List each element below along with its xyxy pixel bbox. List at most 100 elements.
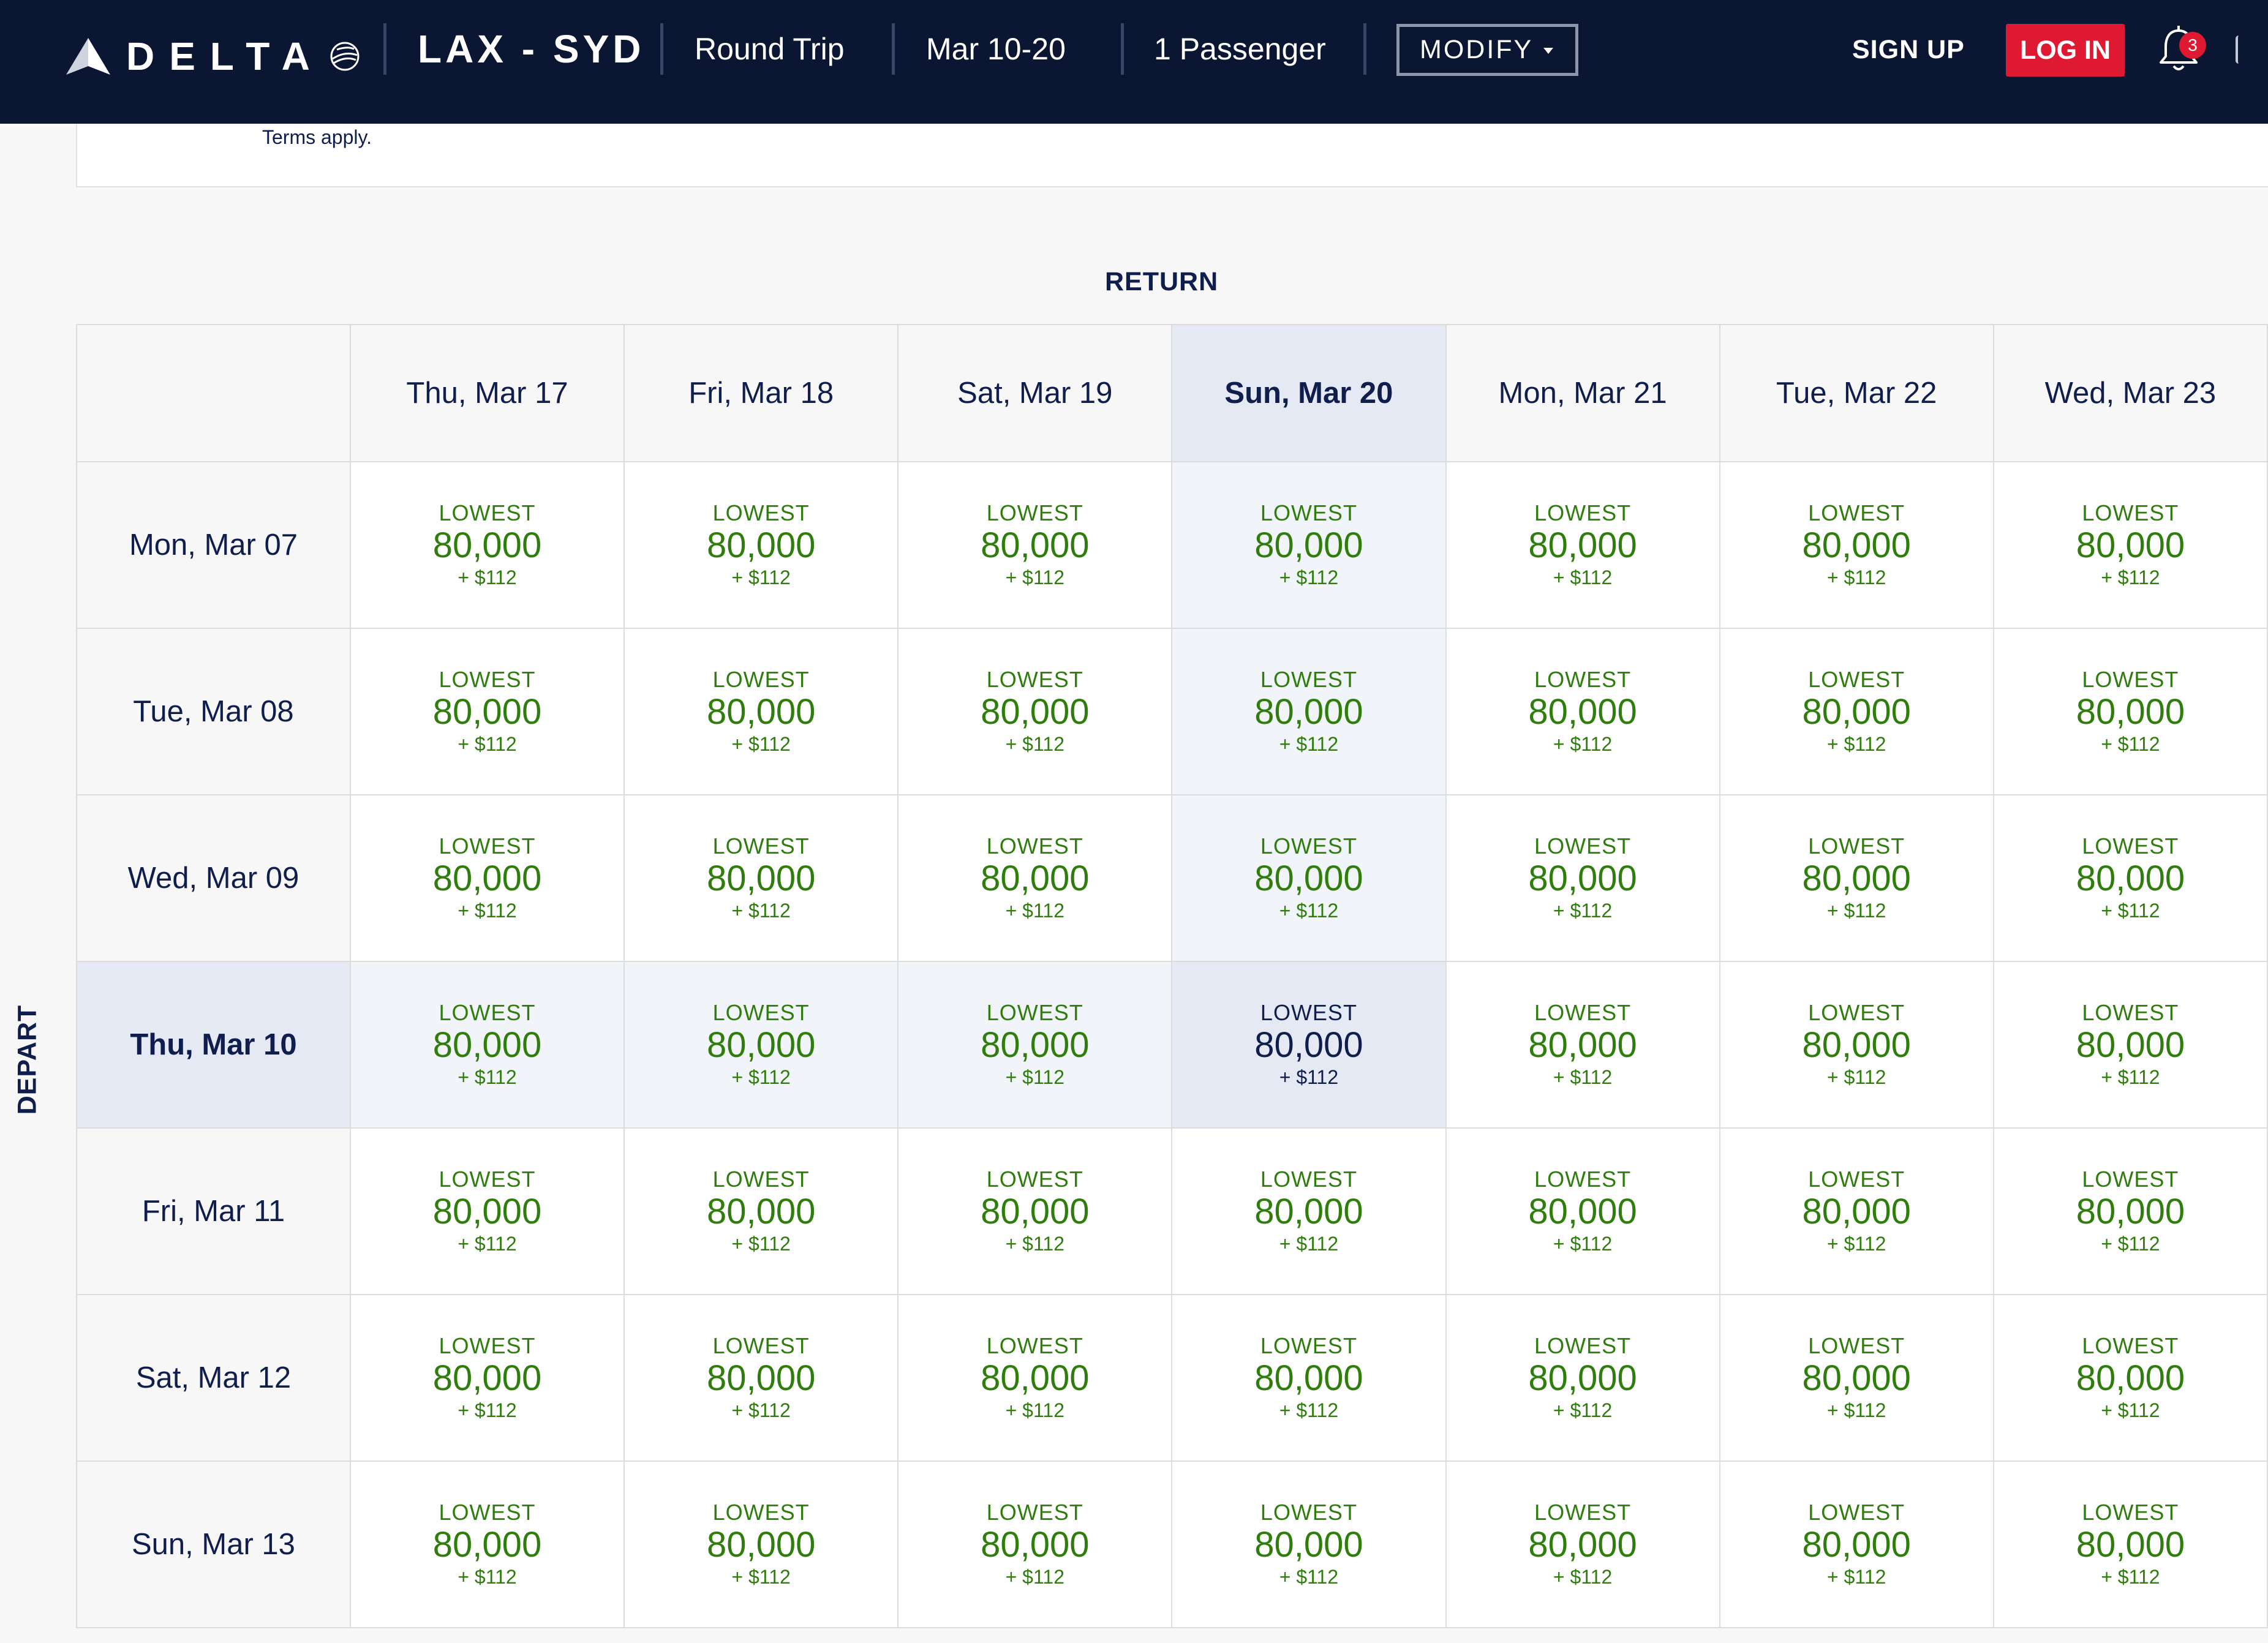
fare-cell[interactable]: LOWEST 80,000 + $112 bbox=[1171, 1461, 1447, 1628]
fare-cell[interactable]: LOWEST 80,000 + $112 bbox=[349, 1461, 625, 1628]
fare-cell[interactable]: LOWEST 80,000 + $112 bbox=[1445, 1461, 1720, 1628]
return-date-header[interactable]: Tue, Mar 22 bbox=[1719, 324, 1994, 462]
fare-cell[interactable]: LOWEST 80,000 + $112 bbox=[1445, 1127, 1720, 1295]
fare-cell[interactable]: LOWEST 80,000 + $112 bbox=[1171, 1127, 1447, 1295]
sign-up-link[interactable]: SIGN UP bbox=[1852, 34, 1965, 64]
fare-cell[interactable]: LOWEST 80,000 + $112 bbox=[349, 461, 625, 629]
fare-cell[interactable]: LOWEST 80,000 + $112 bbox=[624, 1294, 899, 1462]
fare-cell[interactable]: LOWEST 80,000 + $112 bbox=[1445, 461, 1720, 629]
fare-miles: 80,000 bbox=[706, 1192, 816, 1231]
fare-miles: 80,000 bbox=[1802, 859, 1911, 898]
fare-taxes: + $112 bbox=[1005, 733, 1064, 755]
fare-taxes: + $112 bbox=[1279, 566, 1339, 588]
terms-text: Terms apply. bbox=[262, 126, 372, 148]
fare-cell[interactable]: LOWEST 80,000 + $112 bbox=[1992, 794, 2268, 962]
depart-date-header[interactable]: Thu, Mar 10 bbox=[76, 961, 351, 1129]
fare-cell[interactable]: LOWEST 80,000 + $112 bbox=[1445, 961, 1720, 1129]
return-date-header[interactable]: Sat, Mar 19 bbox=[897, 324, 1173, 462]
travel-dates-label[interactable]: Mar 10-20 bbox=[926, 32, 1066, 66]
fare-cell[interactable]: LOWEST 80,000 + $112 bbox=[624, 628, 899, 795]
fare-cell[interactable]: LOWEST 80,000 + $112 bbox=[1719, 1127, 1994, 1295]
fare-cell[interactable]: LOWEST 80,000 + $112 bbox=[1171, 1294, 1447, 1462]
fare-cell[interactable]: LOWEST 80,000 + $112 bbox=[1171, 461, 1447, 629]
fare-cell[interactable]: LOWEST 80,000 + $112 bbox=[1719, 1294, 1994, 1462]
fare-cell[interactable]: LOWEST 80,000 + $112 bbox=[349, 1127, 625, 1295]
log-in-button[interactable]: LOG IN bbox=[2006, 24, 2125, 77]
fare-cell[interactable]: LOWEST 80,000 + $112 bbox=[1992, 1294, 2268, 1462]
depart-date-header[interactable]: Wed, Mar 09 bbox=[76, 794, 351, 962]
fare-cell[interactable]: LOWEST 80,000 + $112 bbox=[624, 961, 899, 1129]
return-date-header[interactable]: Thu, Mar 17 bbox=[349, 324, 625, 462]
fare-cell[interactable]: LOWEST 80,000 + $112 bbox=[897, 1294, 1173, 1462]
fare-cell[interactable]: LOWEST 80,000 + $112 bbox=[1445, 1294, 1720, 1462]
depart-date-header[interactable]: Fri, Mar 11 bbox=[76, 1127, 351, 1295]
fare-taxes: + $112 bbox=[2101, 1566, 2160, 1588]
return-date-header[interactable]: Fri, Mar 18 bbox=[624, 324, 899, 462]
fare-miles: 80,000 bbox=[1802, 525, 1911, 565]
depart-date-header[interactable]: Sat, Mar 12 bbox=[76, 1294, 351, 1462]
fare-cell[interactable]: LOWEST 80,000 + $112 bbox=[349, 794, 625, 962]
fare-cell[interactable]: LOWEST 80,000 + $112 bbox=[624, 794, 899, 962]
fare-cell[interactable]: LOWEST 80,000 + $112 bbox=[624, 461, 899, 629]
fare-cell[interactable]: LOWEST 80,000 + $112 bbox=[897, 1127, 1173, 1295]
fare-cell[interactable]: LOWEST 80,000 + $112 bbox=[1992, 1461, 2268, 1628]
fare-cell[interactable]: LOWEST 80,000 + $112 bbox=[1992, 628, 2268, 795]
fare-miles: 80,000 bbox=[1254, 859, 1363, 898]
return-date-header[interactable]: Sun, Mar 20 bbox=[1171, 324, 1447, 462]
passengers-label[interactable]: 1 Passenger bbox=[1154, 32, 1326, 66]
return-date-header[interactable]: Mon, Mar 21 bbox=[1445, 324, 1720, 462]
route-label[interactable]: LAX - SYD bbox=[418, 27, 645, 71]
fare-cell[interactable]: LOWEST 80,000 + $112 bbox=[1719, 461, 1994, 629]
depart-row: Sun, Mar 13 LOWEST 80,000 + $112 LOWEST 80,00… bbox=[76, 1461, 2268, 1628]
fare-taxes: + $112 bbox=[1553, 1399, 1613, 1421]
fare-type-label: LOWEST bbox=[986, 500, 1083, 525]
fare-taxes: + $112 bbox=[1553, 733, 1613, 755]
fare-cell[interactable]: LOWEST 80,000 + $112 bbox=[897, 1461, 1173, 1628]
fare-cell[interactable]: LOWEST 80,000 + $112 bbox=[1171, 794, 1447, 962]
fare-cell[interactable]: LOWEST 80,000 + $112 bbox=[897, 628, 1173, 795]
trip-type-label[interactable]: Round Trip bbox=[695, 32, 845, 66]
fare-summary: LOWEST 80,000 + $112 bbox=[625, 833, 897, 923]
fare-cell[interactable]: LOWEST 80,000 + $112 bbox=[349, 628, 625, 795]
fare-cell[interactable]: LOWEST 80,000 + $112 bbox=[1992, 461, 2268, 629]
fare-miles: 80,000 bbox=[1528, 1192, 1637, 1231]
fare-miles: 80,000 bbox=[981, 525, 1090, 565]
fare-summary: LOWEST 80,000 + $112 bbox=[625, 999, 897, 1090]
fare-cell[interactable]: LOWEST 80,000 + $112 bbox=[1719, 961, 1994, 1129]
fare-cell[interactable]: LOWEST 80,000 + $112 bbox=[1445, 628, 1720, 795]
delta-logo[interactable]: DELTA bbox=[66, 26, 363, 87]
fare-summary: LOWEST 80,000 + $112 bbox=[1720, 1499, 1993, 1590]
fare-cell[interactable]: LOWEST 80,000 + $112 bbox=[349, 1294, 625, 1462]
fare-cell[interactable]: LOWEST 80,000 + $112 bbox=[624, 1127, 899, 1295]
fare-cell[interactable]: LOWEST 80,000 + $112 bbox=[1719, 794, 1994, 962]
fare-cell[interactable]: LOWEST 80,000 + $112 bbox=[1992, 961, 2268, 1129]
depart-date-header[interactable]: Tue, Mar 08 bbox=[76, 628, 351, 795]
fare-taxes: + $112 bbox=[1005, 566, 1064, 588]
notification-count-badge: 3 bbox=[2179, 32, 2206, 59]
fare-cell[interactable]: LOWEST 80,000 + $112 bbox=[624, 1461, 899, 1628]
fare-miles: 80,000 bbox=[1254, 692, 1363, 732]
depart-date-header[interactable]: Mon, Mar 07 bbox=[76, 461, 351, 629]
return-date-header[interactable]: Wed, Mar 23 bbox=[1992, 324, 2268, 462]
fare-summary: LOWEST 80,000 + $112 bbox=[625, 1333, 897, 1423]
fare-taxes: + $112 bbox=[1827, 1233, 1886, 1255]
fare-taxes: + $112 bbox=[1005, 1566, 1064, 1588]
fare-cell[interactable]: LOWEST 80,000 + $112 bbox=[1719, 1461, 1994, 1628]
fare-taxes: + $112 bbox=[731, 1566, 791, 1588]
fare-cell[interactable]: LOWEST 80,000 + $112 bbox=[1445, 794, 1720, 962]
fare-cell[interactable]: LOWEST 80,000 + $112 bbox=[897, 961, 1173, 1129]
fare-cell[interactable]: LOWEST 80,000 + $112 bbox=[1171, 628, 1447, 795]
fare-summary: LOWEST 80,000 + $112 bbox=[625, 1166, 897, 1257]
fare-cell[interactable]: LOWEST 80,000 + $112 bbox=[1992, 1127, 2268, 1295]
depart-date-header[interactable]: Sun, Mar 13 bbox=[76, 1461, 351, 1628]
fare-cell[interactable]: LOWEST 80,000 + $112 bbox=[897, 794, 1173, 962]
fare-type-label: LOWEST bbox=[2082, 1000, 2179, 1025]
fare-cell[interactable]: LOWEST 80,000 + $112 bbox=[897, 461, 1173, 629]
modify-button[interactable]: MODIFY bbox=[1396, 24, 1578, 76]
fare-cell[interactable]: LOWEST 80,000 + $112 bbox=[1719, 628, 1994, 795]
fare-cell[interactable]: LOWEST 80,000 + $112 bbox=[349, 961, 625, 1129]
fare-miles: 80,000 bbox=[1254, 1358, 1363, 1398]
fare-miles: 80,000 bbox=[1528, 692, 1637, 732]
fare-cell[interactable]: LOWEST 80,000 + $112 bbox=[1171, 961, 1447, 1129]
fare-taxes: + $112 bbox=[458, 1233, 517, 1255]
